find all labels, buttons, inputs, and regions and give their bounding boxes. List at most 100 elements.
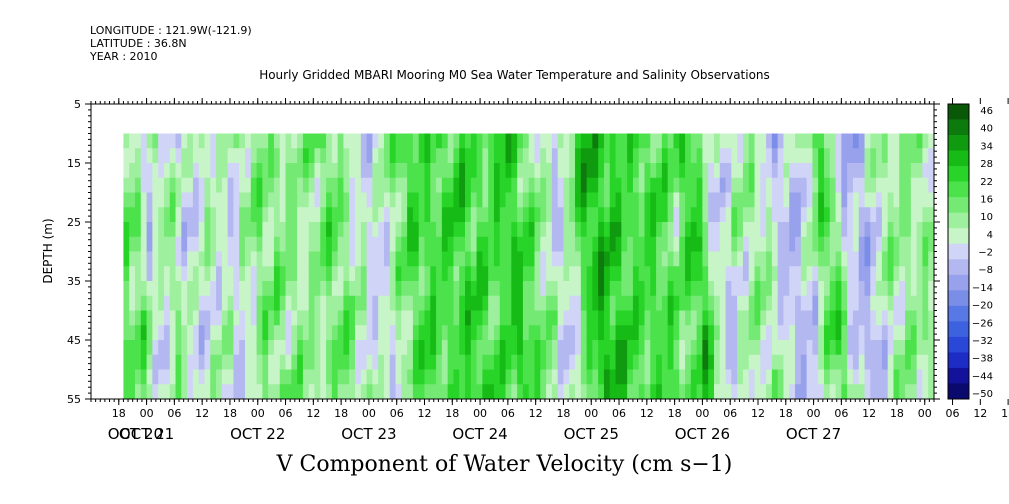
heatmap-cell <box>470 133 478 149</box>
heatmap-cell <box>262 207 269 223</box>
heatmap-cell <box>551 384 559 399</box>
heatmap-cell <box>262 236 269 253</box>
heatmap-cell <box>627 384 634 399</box>
heatmap-cell <box>331 236 339 253</box>
heatmap-cell <box>806 384 814 399</box>
heatmap-cell <box>383 295 391 312</box>
heatmap-cell <box>424 354 431 371</box>
heatmap-cell <box>204 251 211 267</box>
heatmap-cell <box>233 384 240 399</box>
heatmap-cell <box>378 251 385 267</box>
heatmap-cell <box>656 310 663 326</box>
heatmap-cell <box>175 222 182 238</box>
heatmap-cell <box>256 369 263 385</box>
heatmap-cell <box>314 295 321 312</box>
heatmap-cell <box>910 236 918 253</box>
heatmap-cell <box>262 177 269 194</box>
heatmap-cell <box>389 251 397 267</box>
heatmap-cell <box>876 340 883 356</box>
heatmap-cell <box>690 222 698 238</box>
heatmap-cell <box>401 354 408 371</box>
heatmap-cell <box>493 369 501 385</box>
heatmap-cell <box>476 266 483 282</box>
heatmap-cell <box>864 281 871 297</box>
heatmap-cell <box>748 354 756 371</box>
y-tick-label: 55 <box>67 393 81 406</box>
heatmap-cell <box>285 384 292 399</box>
heatmap-cell <box>499 354 507 371</box>
heatmap-cell <box>314 384 321 399</box>
heatmap-cell <box>679 133 686 149</box>
heatmap-cell <box>916 354 924 371</box>
heatmap-cell <box>407 133 414 149</box>
heatmap-cell <box>522 177 530 194</box>
heatmap-cell <box>783 177 790 194</box>
heatmap-cell <box>621 251 628 267</box>
heatmap-cell <box>308 340 316 356</box>
heatmap-cell <box>887 192 895 208</box>
heatmap-cell <box>661 384 669 399</box>
heatmap-cell <box>719 177 727 194</box>
heatmap-cell <box>204 340 211 356</box>
heatmap-cell <box>789 163 796 179</box>
heatmap-cell <box>401 133 408 149</box>
heatmap-cell <box>372 251 379 267</box>
heatmap-cell <box>899 266 906 282</box>
heatmap-cell <box>511 251 518 267</box>
heatmap-cell <box>152 163 159 179</box>
heatmap-cell <box>488 163 495 179</box>
heatmap-cell <box>268 177 275 194</box>
colorbar-swatch <box>948 336 969 353</box>
heatmap-cell <box>233 222 240 238</box>
heatmap-cell <box>563 325 570 341</box>
heatmap-cell <box>719 251 727 267</box>
heatmap-cell <box>163 266 171 282</box>
heatmap-cell <box>783 384 790 399</box>
heatmap-cell <box>806 281 814 297</box>
heatmap-cell <box>320 340 327 356</box>
heatmap-cell <box>702 148 709 164</box>
heatmap-cell <box>795 295 802 312</box>
heatmap-cell <box>308 222 316 238</box>
heatmap-cell <box>187 295 194 312</box>
heatmap-cell <box>198 325 206 341</box>
heatmap-cell <box>436 266 443 282</box>
heatmap-cell <box>169 163 177 179</box>
heatmap-cell <box>881 251 889 267</box>
heatmap-cell <box>343 384 350 399</box>
heatmap-cell <box>685 251 692 267</box>
heatmap-cell <box>656 177 663 194</box>
heatmap-cell <box>291 325 298 341</box>
heatmap-cell <box>841 148 848 164</box>
heatmap-cell <box>870 222 877 238</box>
heatmap-cell <box>383 192 391 208</box>
heatmap-cell <box>580 207 588 223</box>
heatmap-cell <box>725 133 732 149</box>
heatmap-cell <box>505 133 512 149</box>
heatmap-cell <box>412 310 420 326</box>
heatmap-cell <box>320 177 327 194</box>
heatmap-cell <box>158 163 165 179</box>
heatmap-cell <box>395 369 402 385</box>
heatmap-cell <box>916 133 924 149</box>
heatmap-cell <box>279 163 287 179</box>
heatmap-cell <box>835 266 842 282</box>
heatmap-cell <box>407 295 414 312</box>
heatmap-cell <box>383 133 391 149</box>
heatmap-cell <box>360 251 368 267</box>
heatmap-cell <box>876 310 883 326</box>
heatmap-cell <box>823 384 831 399</box>
heatmap-cell <box>395 177 402 194</box>
heatmap-cell <box>766 222 773 238</box>
heatmap-cell <box>430 163 437 179</box>
heatmap-cell <box>152 281 159 297</box>
heatmap-cell <box>401 251 408 267</box>
heatmap-cell <box>129 207 136 223</box>
heatmap-cell <box>615 266 622 282</box>
heatmap-cell <box>470 369 478 385</box>
heatmap-cell <box>135 310 142 326</box>
heatmap-cell <box>928 266 934 282</box>
heatmap-cell <box>644 236 651 253</box>
heatmap-cell <box>383 340 391 356</box>
heatmap-cell <box>679 354 686 371</box>
